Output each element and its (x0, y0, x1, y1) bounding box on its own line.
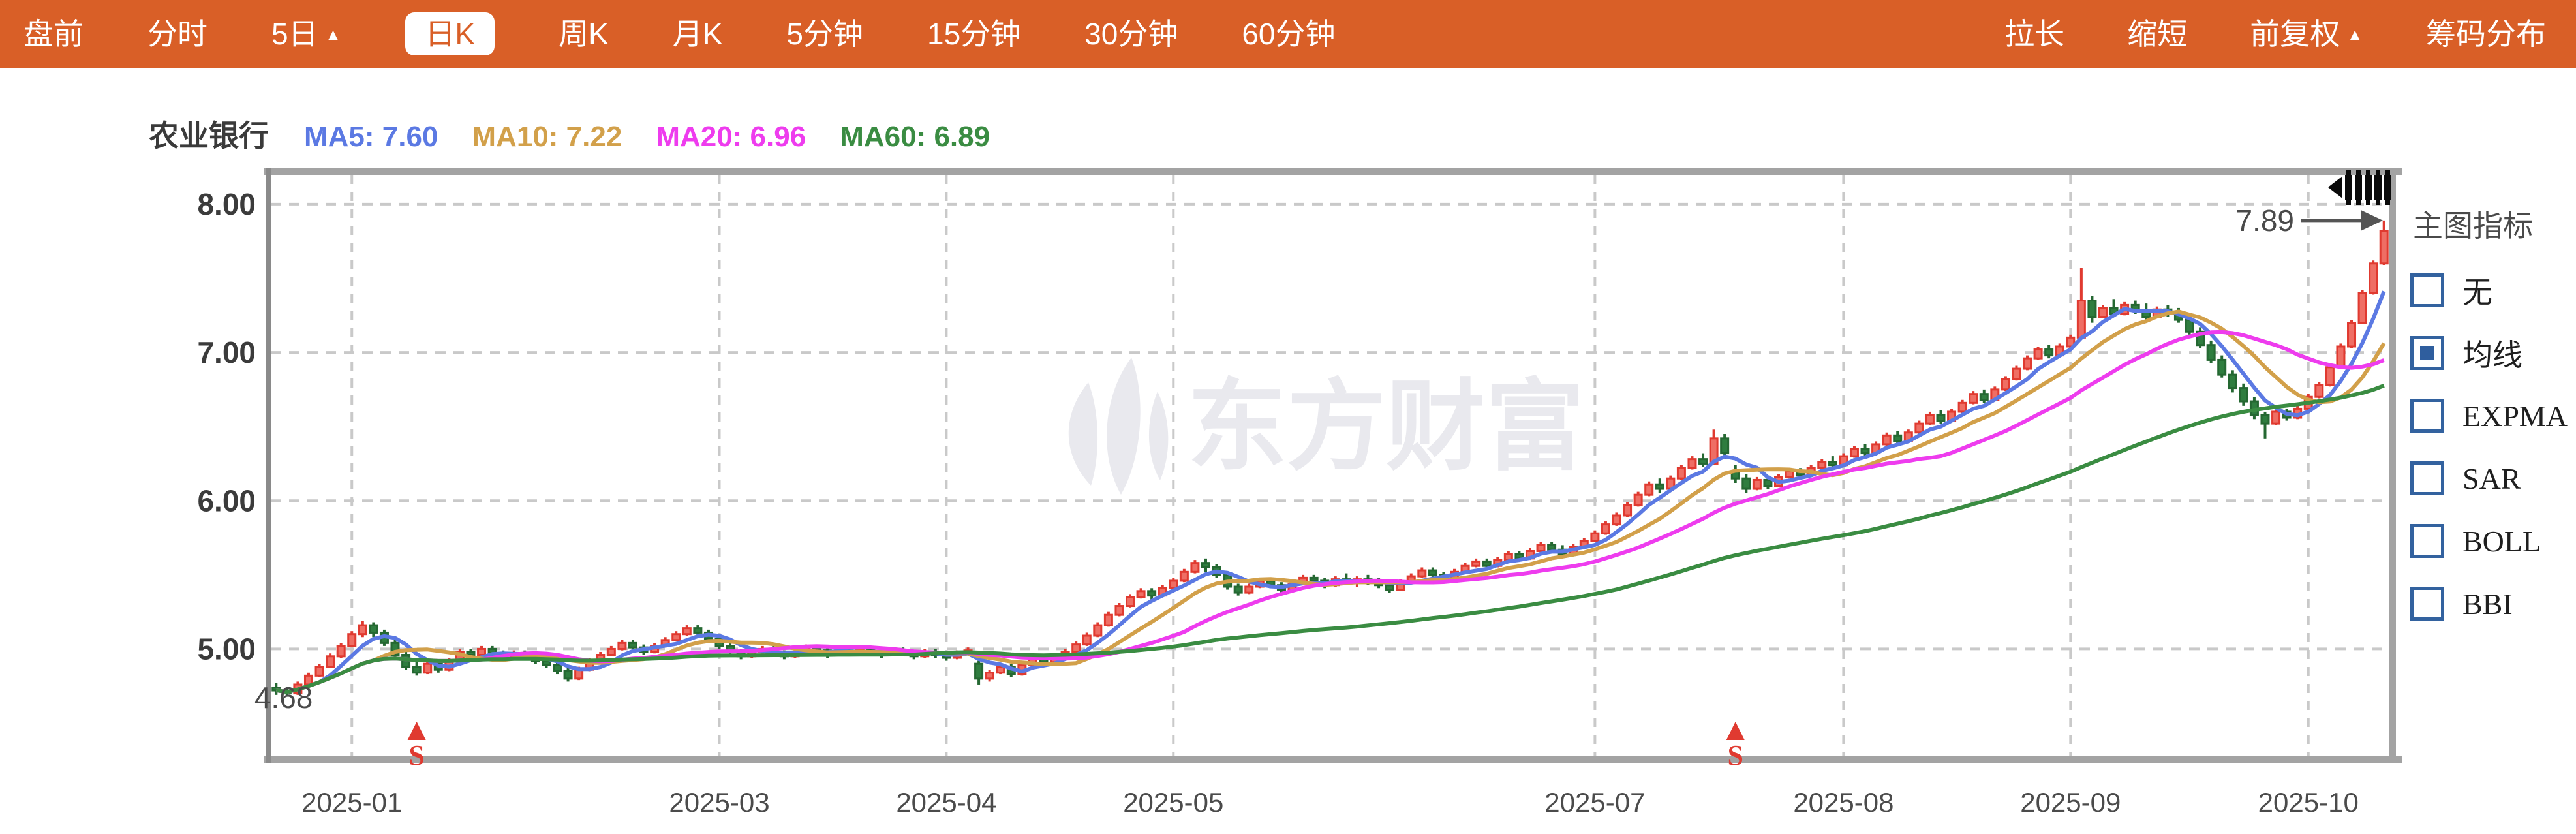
checkbox-icon[interactable] (2410, 273, 2444, 307)
svg-text:6.00: 6.00 (197, 484, 256, 517)
ma-lines-layer (275, 290, 2386, 694)
indicator-option-label: 无 (2462, 276, 2492, 309)
toolbar-item-left-9[interactable]: 60分钟 (1242, 17, 1336, 51)
checkbox-icon[interactable] (2410, 461, 2444, 495)
toolbar-item-left-7[interactable]: 15分钟 (927, 17, 1021, 51)
x-axis-labels: 2025-01 2025-03 2025-04 2025-05 2025-07 2025-… (301, 787, 2359, 818)
toolbar-item-right-2[interactable]: 前复权 ▲ (2250, 17, 2363, 51)
toolbar-period-group: 盘前 分时 5日 ▲ 日K 周K 月K 5分钟 15分钟 30分钟 60分钟 (0, 12, 1336, 55)
toolbar-item-left-3[interactable]: 日K (405, 12, 495, 55)
toolbar-item-right-1[interactable]: 缩短 (2127, 17, 2188, 51)
checkbox-icon[interactable] (2410, 399, 2444, 433)
toolbar-item-left-0[interactable]: 盘前 (23, 17, 84, 51)
checkbox-checked-icon[interactable] (2410, 336, 2444, 370)
svg-text:7.89: 7.89 (2235, 204, 2294, 238)
indicator-option-label: 均线 (2462, 339, 2522, 372)
toolbar-item-right-3[interactable]: 筹码分布 (2426, 17, 2546, 51)
dropdown-up-arrow-icon: ▲ (2346, 25, 2363, 44)
toolbar-tools-group: 拉长 缩短 前复权 ▲ 筹码分布 (2004, 19, 2576, 49)
svg-text:4.68: 4.68 (254, 681, 313, 715)
toolbar: 盘前 分时 5日 ▲ 日K 周K 月K 5分钟 15分钟 30分钟 60分钟 拉长 缩短 前复权 ▲ 筹码分… (0, 0, 2576, 68)
svg-text:2025-03: 2025-03 (669, 787, 769, 818)
dropdown-up-arrow-icon: ▲ (324, 25, 342, 44)
ma-legend-60: MA60: 6.89 (840, 121, 990, 153)
indicator-panel-title: 主图指标 (2413, 209, 2533, 243)
chart-drag-handle-icon[interactable] (2328, 170, 2391, 205)
watermark-logo: 东方财富 (1068, 358, 1584, 495)
indicator-option-label: EXPMA (2462, 399, 2568, 433)
indicator-option-label: SAR (2462, 461, 2521, 495)
toolbar-item-left-5[interactable]: 月K (672, 17, 723, 51)
svg-text:2025-10: 2025-10 (2258, 787, 2359, 818)
svg-text:2025-01: 2025-01 (301, 787, 402, 818)
toolbar-item-left-6[interactable]: 5分钟 (786, 17, 863, 51)
ma-legend-20: MA20: 6.96 (656, 121, 806, 153)
indicator-option-BOLL[interactable]: BOLL (2410, 524, 2568, 558)
svg-text:2025-08: 2025-08 (1793, 787, 1894, 818)
toolbar-item-left-1[interactable]: 分时 (147, 17, 207, 51)
arrow-right-icon (2361, 209, 2383, 231)
toolbar-item-left-2[interactable]: 5日 ▲ (271, 17, 342, 51)
indicator-option-list: 无均线 EXPMA SAR BOLL BBI (2410, 273, 2568, 621)
checkbox-icon[interactable] (2410, 524, 2444, 558)
plot-border (264, 168, 2402, 763)
ma-line-60 (275, 384, 2385, 694)
y-axis-labels: 8.00 7.00 6.00 5.00 (197, 187, 256, 666)
toolbar-item-right-0[interactable]: 拉长 (2004, 17, 2065, 51)
indicator-option-BBI[interactable]: BBI (2410, 587, 2568, 621)
stock-name: 农业银行 (149, 119, 269, 153)
indicator-option-label: BBI (2462, 587, 2513, 621)
toolbar-item-left-4[interactable]: 周K (559, 17, 609, 51)
indicator-option-均线[interactable]: 均线 (2410, 336, 2568, 372)
high-price-label: 7.89 (2235, 204, 2383, 238)
svg-text:7.00: 7.00 (197, 335, 256, 369)
main-indicator-panel: 主图指标 无均线 EXPMA SAR BOLL BBI (2410, 202, 2568, 650)
indicator-option-label: BOLL (2462, 524, 2541, 558)
chart-legend: 农业银行 MA5: 7.60 MA10: 7.22 MA20: 6.96 MA60: … (149, 112, 990, 155)
svg-text:2025-07: 2025-07 (1544, 787, 1645, 818)
ma-legend-10: MA10: 7.22 (472, 121, 622, 153)
svg-text:2025-05: 2025-05 (1123, 787, 1223, 818)
indicator-option-SAR[interactable]: SAR (2410, 461, 2568, 495)
svg-text:5.00: 5.00 (197, 632, 256, 666)
checkbox-icon[interactable] (2410, 587, 2444, 621)
indicator-option-EXPMA[interactable]: EXPMA (2410, 399, 2568, 433)
svg-text:2025-04: 2025-04 (896, 787, 996, 818)
ma-legend-5: MA5: 7.60 (304, 121, 438, 153)
svg-text:8.00: 8.00 (197, 187, 256, 221)
checkbox-fill (2420, 346, 2434, 360)
svg-text:S: S (408, 739, 424, 771)
watermark-text: 东方财富 (1188, 371, 1584, 482)
svg-text:2025-09: 2025-09 (2020, 787, 2121, 818)
toolbar-item-left-8[interactable]: 30分钟 (1084, 17, 1178, 51)
svg-text:S: S (1727, 739, 1743, 771)
ma-legend-group: MA5: 7.60 MA10: 7.22 MA20: 6.96 MA60: 6.89 (304, 121, 990, 153)
indicator-option-无[interactable]: 无 (2410, 273, 2568, 309)
low-price-label: 4.68 (254, 681, 313, 715)
ma-line-5 (275, 290, 2386, 694)
